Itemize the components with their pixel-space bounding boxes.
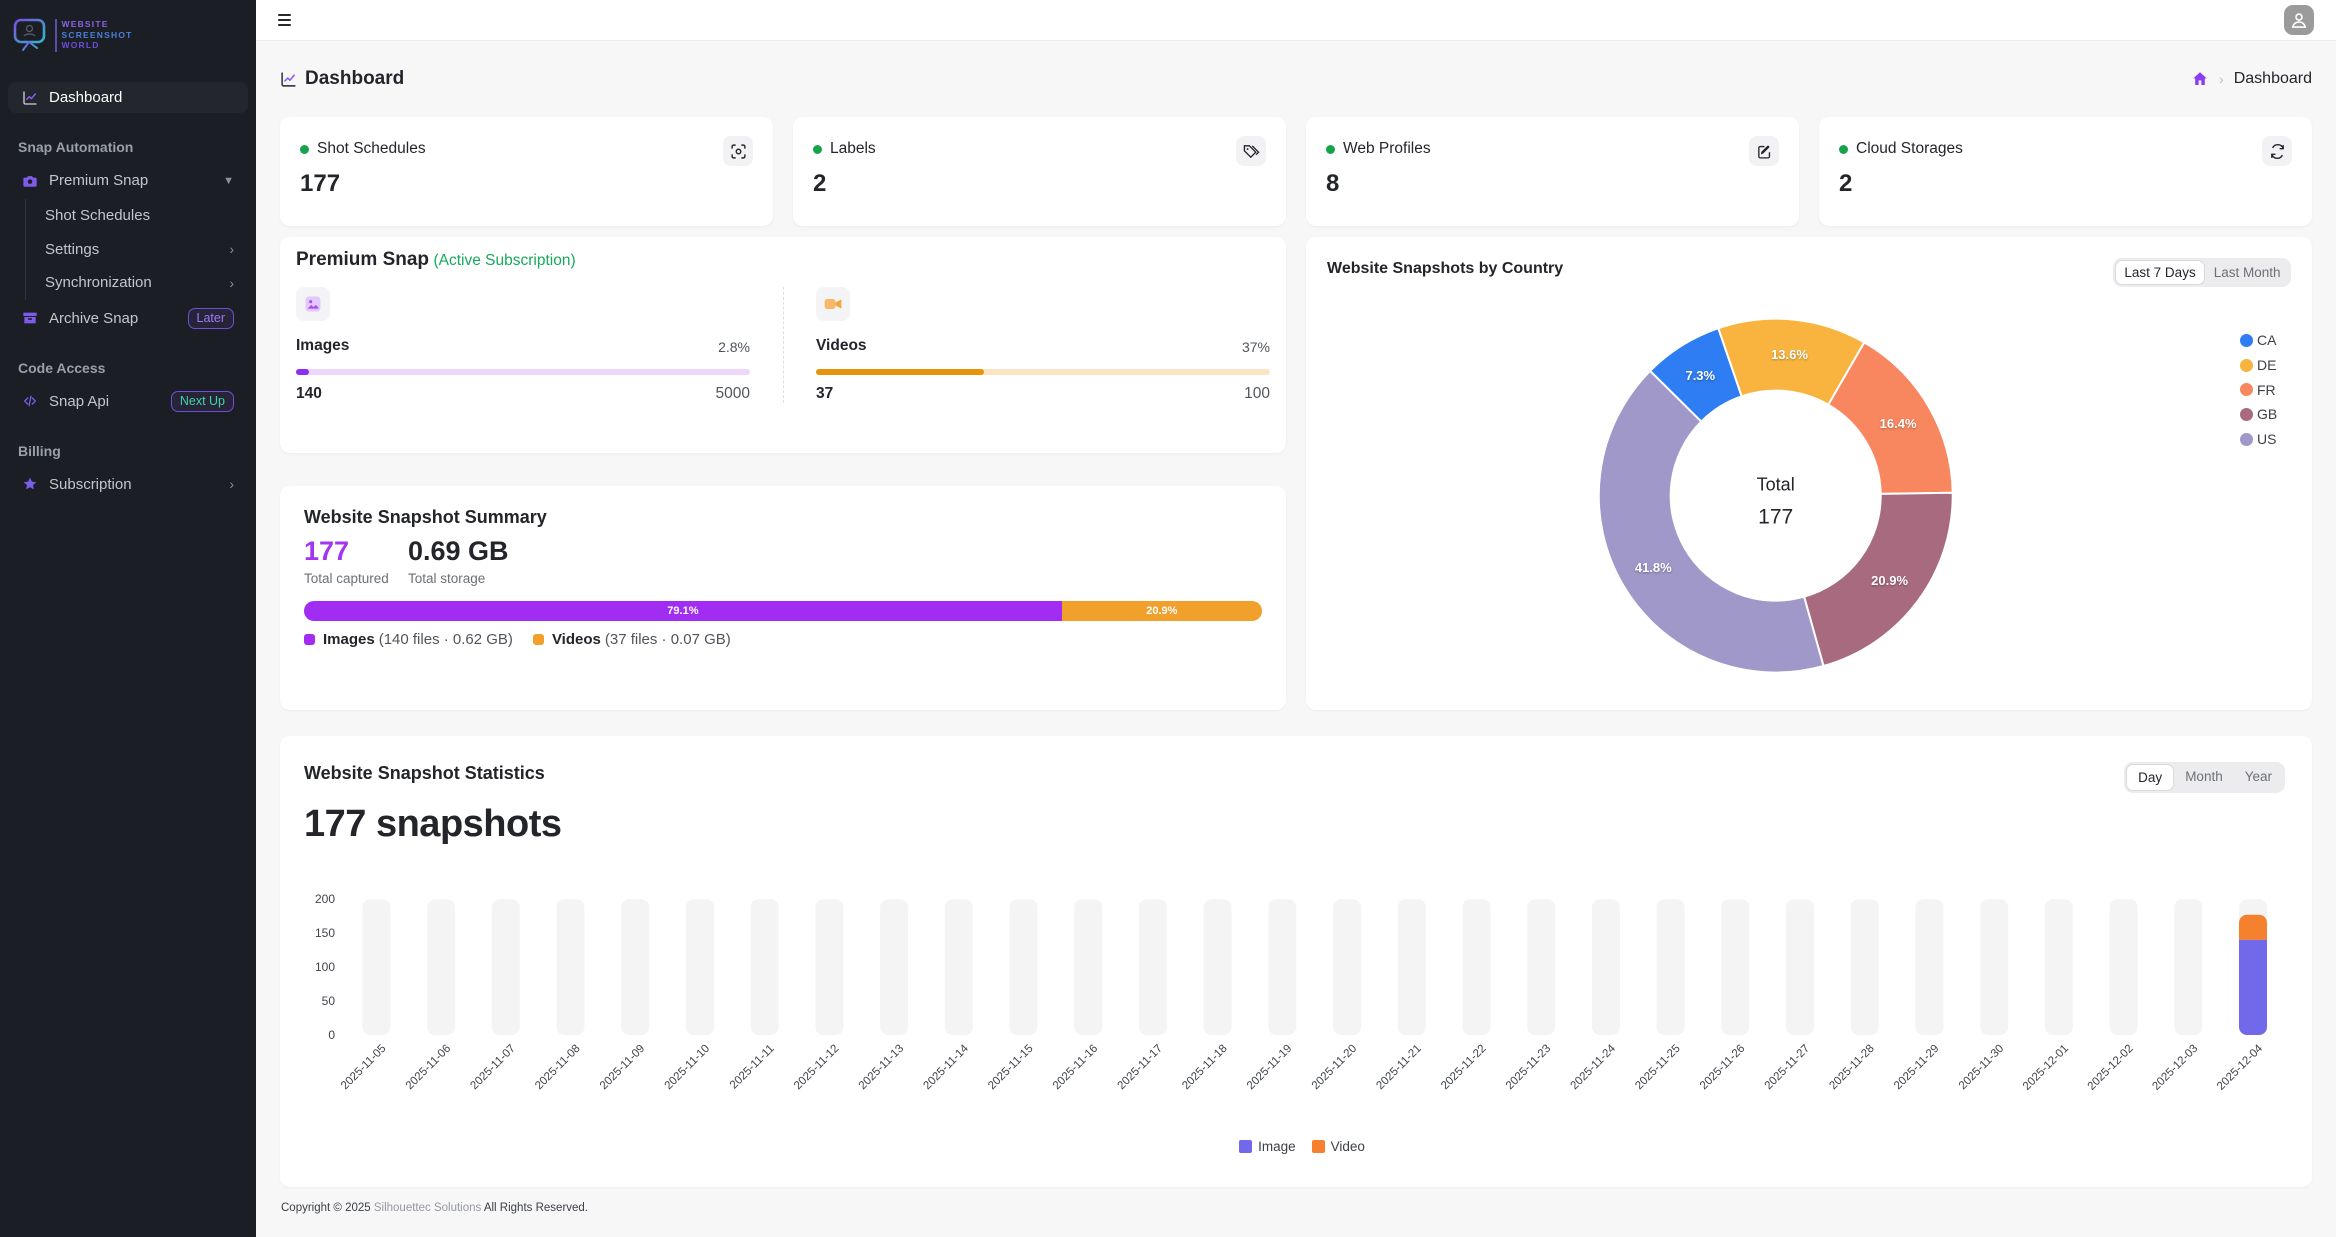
- svg-text:2025-11-21: 2025-11-21: [1374, 1043, 1423, 1092]
- svg-text:0: 0: [328, 1028, 335, 1042]
- svg-text:41.8%: 41.8%: [1635, 560, 1672, 575]
- svg-text:100: 100: [315, 960, 335, 974]
- svg-text:2025-11-30: 2025-11-30: [1957, 1043, 2006, 1092]
- svg-text:2025-11-11: 2025-11-11: [728, 1043, 777, 1092]
- svg-text:177: 177: [1758, 506, 1793, 529]
- svg-text:2025-11-20: 2025-11-20: [1310, 1043, 1359, 1092]
- svg-text:2025-12-04: 2025-12-04: [2215, 1042, 2266, 1093]
- svg-text:2025-11-27: 2025-11-27: [1763, 1043, 1812, 1092]
- svg-text:2025-11-18: 2025-11-18: [1180, 1043, 1229, 1092]
- svg-text:13.6%: 13.6%: [1771, 347, 1808, 362]
- svg-text:2025-11-05: 2025-11-05: [339, 1043, 388, 1092]
- svg-text:Total: Total: [1757, 475, 1795, 495]
- svg-text:16.4%: 16.4%: [1880, 416, 1917, 431]
- svg-text:2025-11-16: 2025-11-16: [1051, 1043, 1100, 1092]
- svg-text:2025-11-22: 2025-11-22: [1439, 1043, 1488, 1092]
- svg-text:2025-11-13: 2025-11-13: [857, 1043, 906, 1092]
- svg-text:2025-12-01: 2025-12-01: [2021, 1043, 2071, 1093]
- svg-text:2025-11-17: 2025-11-17: [1116, 1043, 1165, 1092]
- svg-text:50: 50: [322, 994, 336, 1008]
- svg-text:2025-11-25: 2025-11-25: [1633, 1043, 1682, 1092]
- svg-text:2025-11-14: 2025-11-14: [921, 1042, 971, 1092]
- svg-text:20.9%: 20.9%: [1871, 573, 1908, 588]
- svg-text:2025-11-10: 2025-11-10: [663, 1043, 712, 1092]
- svg-text:2025-11-06: 2025-11-06: [404, 1043, 453, 1092]
- svg-text:2025-11-19: 2025-11-19: [1245, 1043, 1294, 1092]
- svg-text:2025-11-08: 2025-11-08: [533, 1043, 582, 1092]
- svg-text:7.3%: 7.3%: [1685, 368, 1715, 383]
- svg-text:150: 150: [315, 926, 335, 940]
- svg-text:2025-12-03: 2025-12-03: [2150, 1043, 2200, 1093]
- svg-text:200: 200: [315, 892, 335, 906]
- svg-text:2025-11-12: 2025-11-12: [792, 1043, 841, 1092]
- svg-text:2025-11-28: 2025-11-28: [1827, 1043, 1876, 1092]
- svg-text:2025-11-29: 2025-11-29: [1892, 1043, 1941, 1092]
- svg-text:2025-11-09: 2025-11-09: [598, 1043, 647, 1092]
- svg-text:2025-11-15: 2025-11-15: [986, 1043, 1035, 1092]
- svg-text:2025-11-26: 2025-11-26: [1698, 1043, 1747, 1092]
- svg-text:2025-12-02: 2025-12-02: [2086, 1043, 2136, 1093]
- svg-text:2025-11-07: 2025-11-07: [468, 1043, 517, 1092]
- svg-text:2025-11-24: 2025-11-24: [1569, 1042, 1619, 1092]
- svg-text:2025-11-23: 2025-11-23: [1504, 1043, 1553, 1092]
